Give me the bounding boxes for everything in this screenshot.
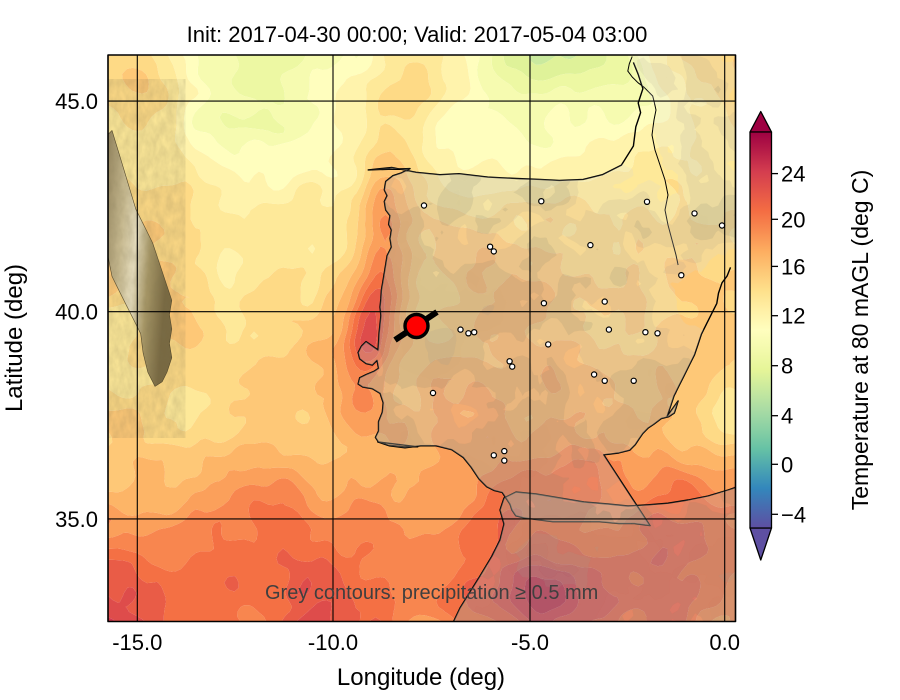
svg-text:0: 0 <box>781 452 793 477</box>
svg-text:45.0: 45.0 <box>55 89 98 114</box>
svg-text:Init: 2017-04-30 00:00; Valid:: Init: 2017-04-30 00:00; Valid: 2017-05-0… <box>187 22 648 47</box>
svg-text:40.0: 40.0 <box>55 300 98 325</box>
svg-text:20: 20 <box>781 207 805 232</box>
svg-text:Temperature at 80 mAGL (deg C): Temperature at 80 mAGL (deg C) <box>847 170 873 510</box>
svg-text:35.0: 35.0 <box>55 507 98 532</box>
svg-text:-15.0: -15.0 <box>112 630 162 655</box>
svg-text:0.0: 0.0 <box>709 630 740 655</box>
svg-text:4: 4 <box>781 404 793 429</box>
svg-text:Latitude (deg): Latitude (deg) <box>1 264 28 412</box>
svg-text:-10.0: -10.0 <box>308 630 358 655</box>
svg-text:24: 24 <box>781 162 805 187</box>
svg-text:-5.0: -5.0 <box>511 630 549 655</box>
svg-text:Grey contours: precipitation ≥: Grey contours: precipitation ≥ 0.5 mm <box>265 582 598 604</box>
svg-text:−4: −4 <box>781 502 806 527</box>
svg-text:12: 12 <box>781 304 805 329</box>
svg-text:16: 16 <box>781 254 805 279</box>
svg-text:8: 8 <box>781 354 793 379</box>
svg-text:Longitude (deg): Longitude (deg) <box>337 664 505 691</box>
